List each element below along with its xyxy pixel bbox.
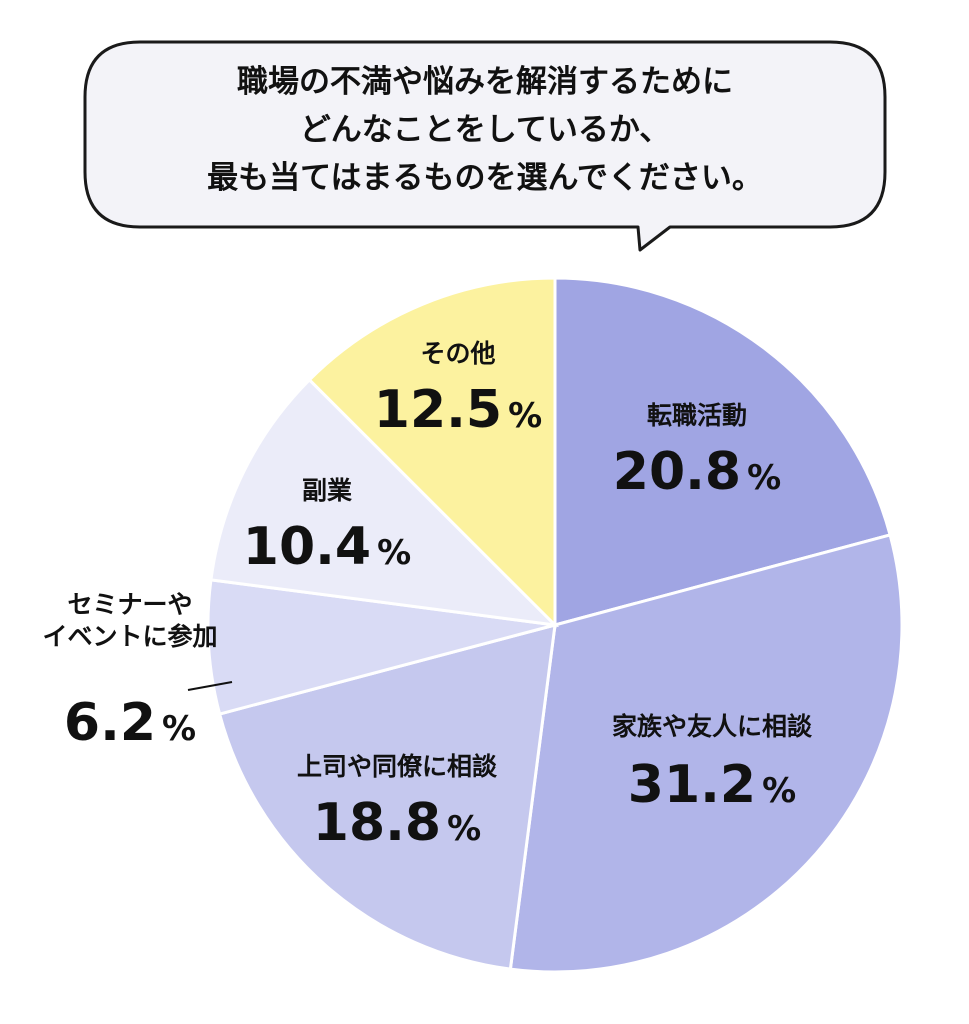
slice-category-label: 副業 <box>302 476 352 505</box>
pie-slice <box>508 533 904 974</box>
leader-line <box>187 681 233 691</box>
slice-category-label: 家族や友人に相談 <box>612 712 813 741</box>
slice-value-label: 20.8% <box>613 442 781 502</box>
pie-slice <box>307 276 557 629</box>
pie-slice <box>553 276 892 627</box>
slice-category-label: イベントに参加 <box>42 622 217 651</box>
pie-slices <box>206 276 904 974</box>
slice-value-label: 12.5% <box>374 380 542 440</box>
slice-category-label: 転職活動 <box>647 401 747 430</box>
speech-bubble-shape <box>83 40 887 252</box>
pie-slice <box>209 377 560 628</box>
slice-value-label: 6.2% <box>64 693 196 753</box>
pie-labels: 転職活動 20.8 % 家族や友人に相談 31.2 % 上司や同僚に相談 18.8 % セミナーや… <box>42 339 813 853</box>
question-line-3: 最も当てはまるものを選んでください。 <box>207 160 763 196</box>
slice-category-label: その他 <box>420 339 495 368</box>
question-line-1: 職場の不満や悩みを解消するために <box>237 64 733 100</box>
slice-value-label: 31.2% <box>628 755 796 815</box>
question-bubble: 職場の不満や悩みを解消するために どんなことをしているか、 最も当てはまるものを… <box>83 40 887 252</box>
question-line-2: どんなことをしているか、 <box>300 112 670 148</box>
slice-value-label: 18.8% <box>313 793 481 853</box>
pie-slice <box>206 578 556 716</box>
slice-category-label: 上司や同僚に相談 <box>297 752 498 781</box>
pie-slice <box>217 622 557 971</box>
slice-category-label: セミナーや <box>67 590 192 619</box>
slice-value-label: 10.4% <box>243 517 411 577</box>
